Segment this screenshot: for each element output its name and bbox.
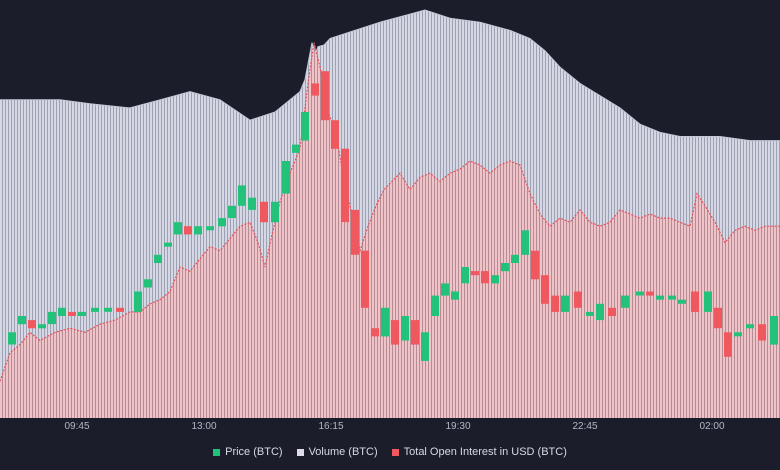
legend-label-open-interest: Total Open Interest in USD (BTC) xyxy=(403,446,567,458)
price-candle-38 xyxy=(411,320,419,345)
price-candle-35 xyxy=(381,307,389,337)
open-interest-area xyxy=(0,42,780,418)
legend-item-price[interactable]: Price (BTC) xyxy=(213,446,283,458)
price-candle-2 xyxy=(28,320,36,329)
price-candle-42 xyxy=(451,291,459,300)
price-candle-64 xyxy=(691,291,699,312)
price-candle-39 xyxy=(421,332,429,361)
price-candle-48 xyxy=(511,254,519,263)
x-axis: 09:45 13:00 16:15 19:30 22:45 02:00 xyxy=(64,421,724,432)
price-candle-26 xyxy=(292,144,300,153)
price-candle-41 xyxy=(441,283,449,296)
price-candle-69 xyxy=(746,324,754,329)
price-candle-4 xyxy=(48,311,56,325)
price-candle-36 xyxy=(391,320,399,345)
legend-swatch-open-interest xyxy=(391,448,399,456)
x-tick-label: 19:30 xyxy=(445,421,470,432)
price-candle-24 xyxy=(271,201,279,223)
price-candle-46 xyxy=(491,275,499,284)
price-candle-63 xyxy=(678,299,686,304)
x-tick-label: 02:00 xyxy=(699,421,724,432)
price-candle-10 xyxy=(116,307,124,312)
price-candle-23 xyxy=(260,201,268,223)
price-candle-17 xyxy=(194,226,202,235)
price-candle-50 xyxy=(531,250,539,280)
price-candle-67 xyxy=(724,332,732,357)
price-candle-0 xyxy=(8,332,16,345)
price-candle-12 xyxy=(144,279,152,288)
price-candle-70 xyxy=(758,324,766,341)
price-candle-30 xyxy=(331,120,339,149)
price-candle-3 xyxy=(38,324,46,329)
legend-swatch-price xyxy=(213,448,221,456)
legend: Price (BTC) Volume (BTC) Total Open Inte… xyxy=(0,442,780,462)
legend-swatch-volume xyxy=(296,448,304,456)
price-candle-31 xyxy=(341,148,349,223)
price-candle-7 xyxy=(78,311,86,316)
price-candle-16 xyxy=(184,226,192,235)
open-interest-series xyxy=(0,42,780,418)
price-candle-25 xyxy=(282,161,290,194)
price-candle-65 xyxy=(704,291,712,312)
price-candle-21 xyxy=(238,185,246,206)
price-candle-51 xyxy=(541,275,549,304)
x-tick-label: 16:15 xyxy=(318,421,343,432)
price-candle-15 xyxy=(174,222,182,235)
legend-label-volume: Volume (BTC) xyxy=(308,446,378,458)
price-candle-32 xyxy=(351,209,359,255)
price-candle-13 xyxy=(154,254,162,263)
price-candle-68 xyxy=(734,332,742,337)
price-candle-6 xyxy=(68,311,76,316)
price-candle-49 xyxy=(521,230,529,255)
price-candle-28 xyxy=(311,83,319,96)
price-candle-62 xyxy=(668,295,676,300)
price-candle-54 xyxy=(574,291,582,308)
price-candle-27 xyxy=(301,112,309,141)
legend-item-open-interest[interactable]: Total Open Interest in USD (BTC) xyxy=(391,446,567,458)
price-candle-58 xyxy=(621,295,629,308)
volume-line xyxy=(0,9,780,142)
price-candle-34 xyxy=(371,328,379,337)
price-candle-56 xyxy=(596,303,604,321)
price-candle-5 xyxy=(58,307,66,316)
price-candle-19 xyxy=(218,218,226,227)
x-tick-label: 13:00 xyxy=(191,421,216,432)
price-candle-57 xyxy=(608,307,616,316)
price-candle-22 xyxy=(248,197,256,210)
legend-label-price: Price (BTC) xyxy=(225,446,283,458)
price-candles xyxy=(8,71,778,361)
price-candle-60 xyxy=(646,291,654,296)
price-candle-66 xyxy=(714,307,722,329)
legend-item-volume[interactable]: Volume (BTC) xyxy=(296,446,378,458)
x-tick-label: 22:45 xyxy=(572,421,597,432)
price-candle-11 xyxy=(134,291,142,312)
price-candle-33 xyxy=(361,250,369,308)
price-candle-29 xyxy=(321,71,329,121)
open-interest-line xyxy=(0,42,780,382)
price-candle-55 xyxy=(586,311,594,316)
price-candle-20 xyxy=(228,205,236,218)
price-candle-1 xyxy=(18,316,26,325)
price-candle-37 xyxy=(401,316,409,341)
price-candle-47 xyxy=(501,263,509,272)
price-candle-40 xyxy=(431,295,439,316)
price-candle-71 xyxy=(770,316,778,345)
price-candle-44 xyxy=(471,271,479,276)
price-candle-8 xyxy=(91,307,99,312)
price-candle-14 xyxy=(164,242,172,247)
price-candle-9 xyxy=(104,307,112,312)
price-candle-45 xyxy=(481,271,489,284)
price-candle-53 xyxy=(561,295,569,312)
price-candle-61 xyxy=(656,295,664,300)
x-tick-label: 09:45 xyxy=(64,421,89,432)
price-candle-43 xyxy=(461,267,469,284)
price-candle-59 xyxy=(636,291,644,296)
price-candle-18 xyxy=(206,226,214,231)
price-candle-52 xyxy=(551,295,559,312)
